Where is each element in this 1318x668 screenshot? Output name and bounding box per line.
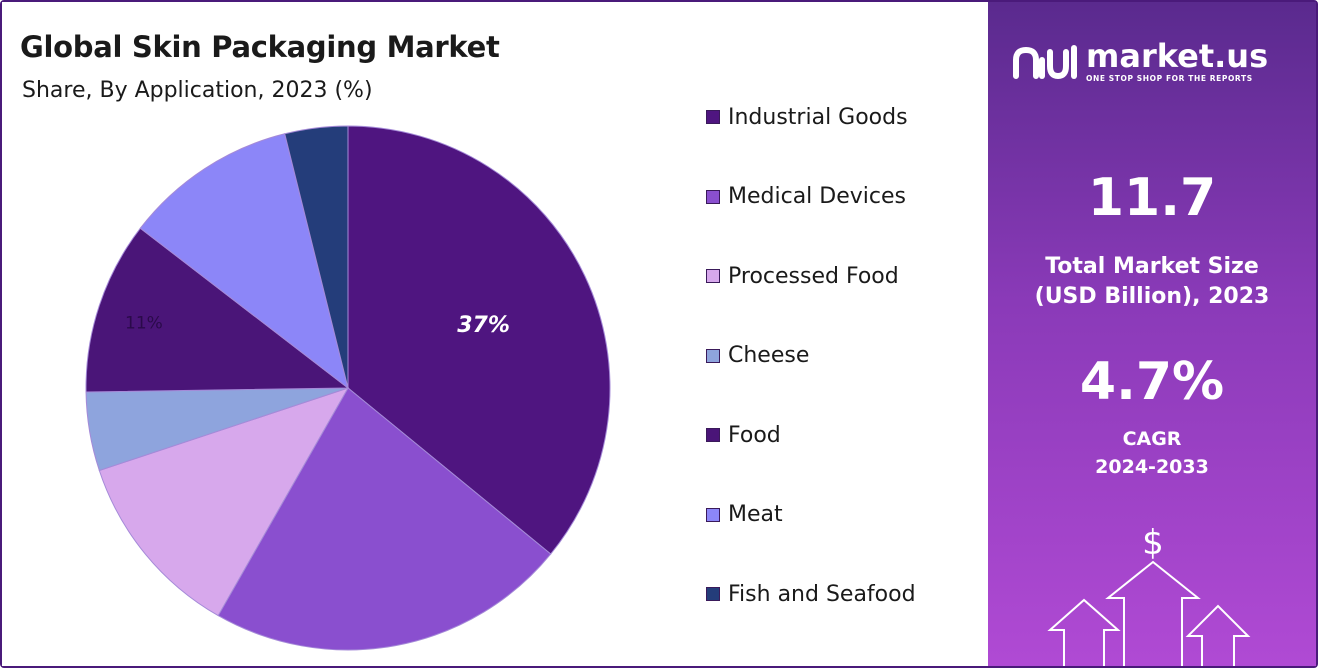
- up-arrow-icon: [1185, 604, 1251, 666]
- legend-label: Cheese: [728, 343, 810, 368]
- cagr-label: CAGR: [1122, 428, 1182, 450]
- legend-item-processed-food: Processed Food: [706, 259, 899, 293]
- pie-slice-meat: [139, 133, 349, 390]
- pie-slice-food: [85, 227, 350, 393]
- legend-item-food: Food: [706, 418, 781, 452]
- legend-label: Food: [728, 422, 781, 448]
- legend-swatch: [706, 348, 720, 363]
- legend-swatch: [706, 428, 720, 442]
- legend-item-cheese: Cheese: [706, 339, 809, 373]
- dollar-icon: $: [1142, 523, 1164, 563]
- legend-item-fish-and-seafood: Fish and Seafood: [706, 577, 916, 611]
- pie-slice-processed-food: [98, 387, 350, 617]
- market-us-logo-icon: [1013, 44, 1077, 79]
- brand-tagline: ONE STOP SHOP FOR THE REPORTS: [1086, 74, 1253, 83]
- pie-chart: 37% 11%: [85, 125, 611, 651]
- legend-swatch: [706, 189, 720, 204]
- pie-slice-industrial-goods: [347, 125, 611, 555]
- growth-arrows-decoration: $: [1047, 523, 1251, 666]
- legend-swatch: [706, 587, 720, 601]
- legend-swatch: [706, 269, 720, 283]
- market-size-label-line2: (USD Billion), 2023: [1034, 284, 1270, 309]
- pie-slice-fish-and-seafood: [284, 125, 349, 389]
- legend-label: Fish and Seafood: [728, 581, 916, 607]
- data-label-industrial-goods: 37%: [457, 313, 510, 338]
- legend-label: Meat: [728, 502, 783, 527]
- pie-slice-medical-devices: [217, 387, 552, 651]
- up-arrow-icon: [1047, 598, 1121, 666]
- legend-label: Processed Food: [728, 263, 899, 289]
- brand: market.us ONE STOP SHOP FOR THE REPORTS: [1012, 40, 1268, 83]
- legend-swatch: [706, 507, 720, 522]
- market-size-value: 11.7: [1087, 168, 1217, 228]
- legend-item-meat: Meat: [706, 498, 783, 532]
- up-arrow-icon: [1105, 560, 1201, 666]
- summary-panel: market.us ONE STOP SHOP FOR THE REPORTS …: [988, 2, 1316, 666]
- legend-label: Industrial Goods: [728, 104, 908, 130]
- legend-item-industrial-goods: Industrial Goods: [706, 100, 908, 134]
- brand-name: market.us: [1086, 37, 1269, 75]
- cagr-period: 2024-2033: [1095, 456, 1209, 478]
- legend-swatch: [706, 110, 720, 124]
- data-label-food: 11%: [125, 313, 163, 333]
- market-size-label-line1: Total Market Size: [1045, 254, 1259, 279]
- chart-panel: Global Skin Packaging Market Share, By A…: [2, 2, 986, 666]
- legend-label: Medical Devices: [728, 184, 906, 209]
- legend-item-medical-devices: Medical Devices: [706, 180, 906, 214]
- chart-title: Global Skin Packaging Market: [20, 30, 500, 64]
- cagr-value: 4.7%: [1079, 352, 1225, 412]
- chart-subtitle: Share, By Application, 2023 (%): [22, 78, 373, 103]
